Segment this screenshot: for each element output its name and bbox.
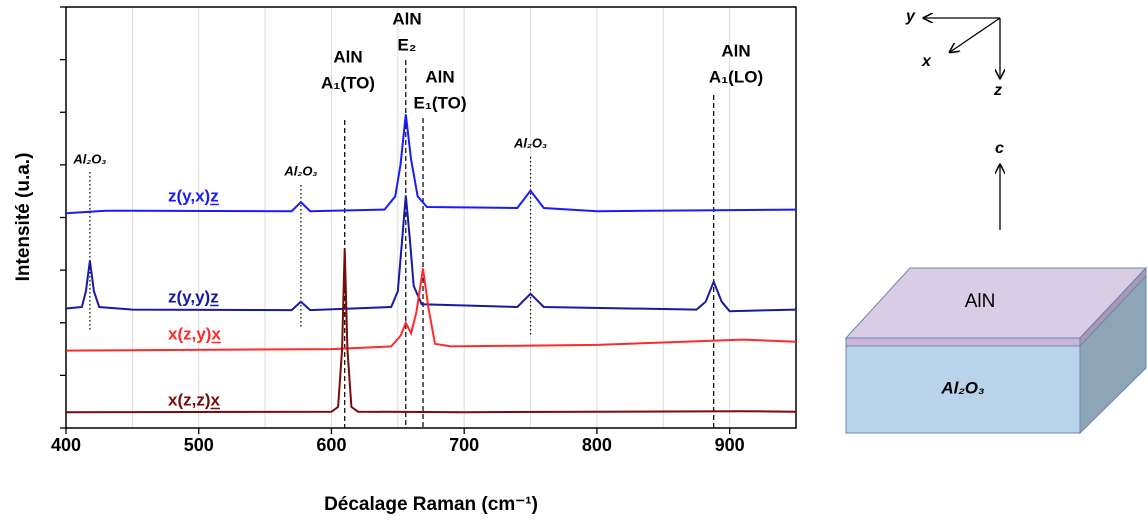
annotation-label: E₂ (398, 35, 417, 54)
spectrum-line (65, 114, 797, 215)
annotation-label: Al₂O₃ (513, 135, 547, 150)
annotation-label: E₁(TO) (414, 93, 467, 112)
crystal-diagram: y x z c AlN Al₂O₃ (844, 8, 1148, 435)
series-label: z(y,x)z (168, 186, 219, 205)
annotation-label: AlN (333, 47, 362, 66)
series-label: z(y,y)z (168, 287, 219, 306)
spectrum-line (65, 248, 797, 414)
c-label: c (995, 140, 1004, 157)
annotation-label: A₁(LO) (709, 67, 763, 86)
series-label: x(z,y)x (168, 324, 221, 343)
aln-side (1079, 266, 1147, 348)
x-tick-label: 500 (184, 435, 214, 455)
layer-label: Al₂O₃ (940, 378, 984, 397)
y-axis-label: Intensité (u.a.) (13, 153, 34, 282)
annotation-label: AlN (721, 41, 750, 60)
axis-arrow (950, 17, 1001, 52)
substrate-front (845, 345, 1081, 434)
x-axis-label: Décalage Raman (cm⁻¹) (324, 494, 538, 515)
annotation-label: AlN (392, 9, 421, 28)
x-tick-label: 800 (582, 435, 612, 455)
layer-label: AlN (965, 291, 996, 312)
axis-label: z (993, 82, 1002, 99)
spectrum-line (65, 195, 797, 313)
aln-front (845, 337, 1081, 347)
series-label: x(z,z)x (168, 390, 221, 409)
annotation-label: Al₂O₃ (283, 163, 317, 178)
axis-label: x (921, 53, 932, 70)
axis-label: y (905, 8, 916, 25)
annotation-label: Al₂O₃ (72, 151, 106, 166)
annotation-label: A₁(TO) (321, 73, 375, 92)
x-tick-label: 900 (715, 435, 745, 455)
x-tick-label: 600 (316, 435, 346, 455)
annotation-label: AlN (425, 67, 454, 86)
x-tick-label: 400 (51, 435, 81, 455)
spectrum-line (65, 268, 797, 352)
x-tick-label: 700 (449, 435, 479, 455)
